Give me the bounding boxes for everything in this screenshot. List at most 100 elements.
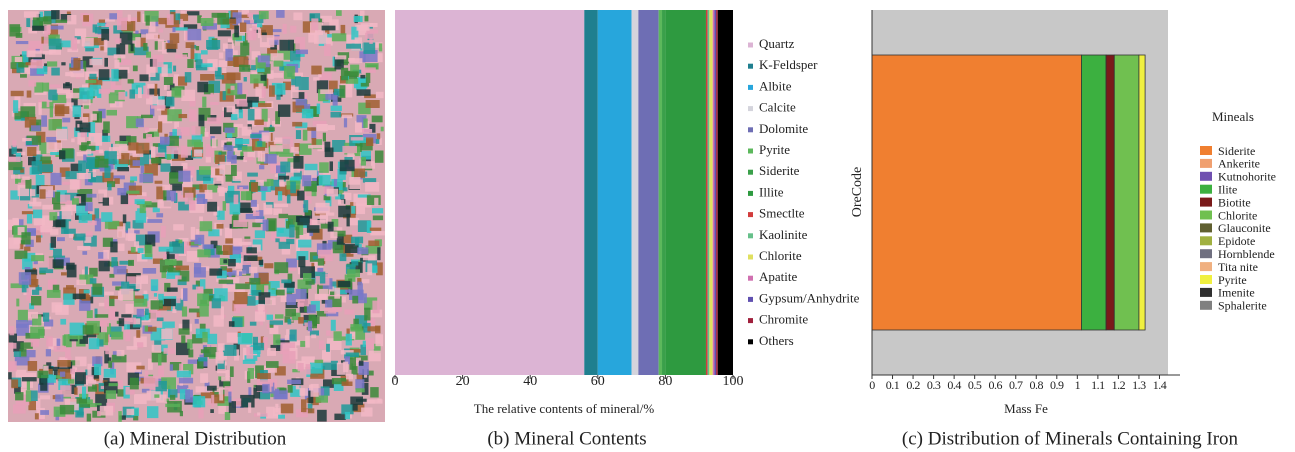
map-texture [40, 377, 48, 391]
map-texture [133, 336, 147, 347]
map-texture [195, 280, 201, 287]
map-texture [47, 61, 58, 67]
map-texture [188, 200, 196, 211]
map-texture [32, 314, 42, 326]
map-texture [169, 394, 176, 400]
map-texture [53, 406, 66, 417]
map-texture [271, 82, 286, 95]
map-texture [21, 281, 29, 293]
map-texture [194, 53, 201, 61]
map-texture [149, 129, 160, 137]
map-texture [51, 302, 63, 313]
map-texture [76, 194, 86, 206]
map-texture [270, 344, 282, 351]
map-texture [295, 239, 300, 253]
map-texture [369, 37, 373, 44]
map-texture [95, 314, 109, 318]
map-texture [29, 303, 35, 310]
map-texture [128, 142, 139, 151]
map-texture [200, 74, 215, 81]
map-texture [86, 158, 98, 169]
legend-label: Epidote [1218, 234, 1255, 248]
map-texture [278, 175, 290, 180]
map-texture [21, 377, 37, 382]
map-texture [131, 407, 139, 416]
map-texture [37, 287, 42, 291]
map-texture [310, 362, 323, 374]
map-texture [366, 137, 374, 146]
map-texture [144, 325, 148, 332]
map-texture [333, 381, 344, 391]
map-texture [200, 373, 209, 383]
map-texture [297, 302, 304, 307]
map-texture [362, 279, 370, 284]
map-texture [239, 202, 251, 213]
map-texture [297, 216, 310, 226]
map-texture [66, 264, 77, 278]
map-texture [56, 88, 71, 94]
map-texture [322, 350, 331, 363]
map-texture [265, 204, 273, 214]
map-texture [350, 349, 361, 353]
map-texture [227, 88, 231, 94]
map-texture [136, 142, 150, 154]
map-texture [275, 403, 279, 412]
map-texture [162, 321, 175, 328]
map-texture [280, 161, 291, 173]
legend-swatch [748, 296, 753, 302]
map-texture [109, 13, 117, 20]
map-texture [108, 383, 119, 387]
map-texture [369, 227, 382, 231]
map-texture [240, 252, 252, 256]
map-texture [84, 379, 97, 384]
map-texture [39, 189, 46, 199]
map-texture [87, 220, 97, 226]
map-texture [222, 91, 226, 101]
map-texture [185, 11, 200, 16]
map-texture [310, 383, 319, 397]
map-texture [16, 298, 20, 307]
map-texture [257, 412, 261, 416]
map-texture [166, 145, 179, 155]
map-texture [66, 262, 75, 270]
map-texture [140, 165, 144, 174]
map-texture [212, 388, 219, 398]
x-axis-label: Mass Fe [1004, 401, 1048, 416]
map-texture [59, 148, 74, 159]
map-texture [29, 201, 42, 207]
map-texture [21, 51, 29, 65]
map-texture [117, 226, 125, 238]
map-texture [342, 145, 357, 154]
map-texture [333, 230, 346, 237]
map-texture [236, 98, 248, 107]
map-texture [372, 300, 380, 314]
map-texture [50, 172, 62, 186]
map-texture [211, 394, 215, 408]
map-texture [365, 202, 372, 208]
map-texture [169, 364, 173, 371]
map-texture [295, 226, 300, 239]
map-texture [117, 17, 127, 31]
map-texture [41, 375, 56, 383]
map-texture [325, 29, 330, 34]
map-texture [344, 274, 356, 282]
map-texture [133, 298, 148, 307]
map-texture [182, 241, 190, 254]
map-texture [189, 97, 196, 107]
map-texture [110, 362, 115, 375]
map-texture [257, 68, 265, 72]
map-texture [132, 160, 140, 166]
map-texture [356, 89, 371, 96]
map-texture [219, 389, 224, 401]
bar-segment [1081, 54, 1107, 331]
map-texture [77, 245, 91, 250]
map-texture [173, 224, 184, 231]
map-texture [273, 140, 288, 145]
map-texture [258, 292, 271, 305]
map-texture [331, 219, 339, 227]
map-texture [273, 203, 289, 208]
map-texture [61, 40, 71, 48]
map-texture [109, 273, 115, 278]
mineral-map [8, 10, 385, 422]
map-texture [15, 392, 24, 401]
